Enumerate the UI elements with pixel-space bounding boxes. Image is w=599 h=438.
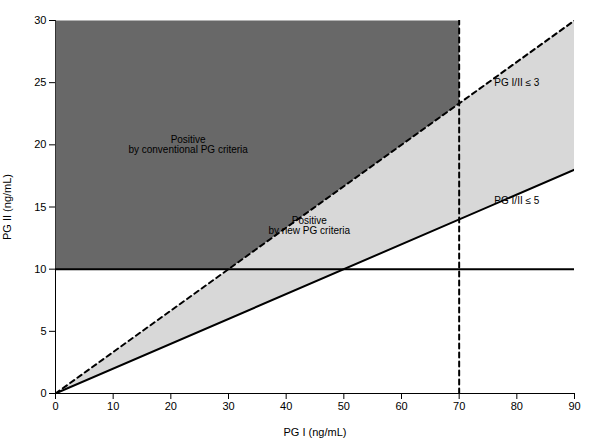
svg-text:30: 30 <box>222 400 234 412</box>
svg-text:15: 15 <box>34 201 46 213</box>
svg-text:Positiveby new PG criteria: Positiveby new PG criteria <box>268 215 350 236</box>
svg-text:5: 5 <box>40 325 46 337</box>
svg-text:90: 90 <box>568 400 580 412</box>
svg-text:0: 0 <box>40 387 46 399</box>
svg-text:10: 10 <box>34 263 46 275</box>
svg-text:PG I/II ≤ 5: PG I/II ≤ 5 <box>494 195 539 206</box>
svg-text:PG II (ng/mL): PG II (ng/mL) <box>1 174 13 240</box>
svg-text:70: 70 <box>453 400 465 412</box>
svg-text:20: 20 <box>34 138 46 150</box>
svg-text:25: 25 <box>34 76 46 88</box>
svg-text:0: 0 <box>52 400 58 412</box>
svg-text:20: 20 <box>165 400 177 412</box>
svg-text:80: 80 <box>511 400 523 412</box>
svg-text:PG I (ng/mL): PG I (ng/mL) <box>284 426 347 438</box>
svg-text:50: 50 <box>338 400 350 412</box>
svg-text:40: 40 <box>280 400 292 412</box>
svg-text:10: 10 <box>107 400 119 412</box>
svg-text:PG I/II ≤ 3: PG I/II ≤ 3 <box>494 77 539 88</box>
svg-text:60: 60 <box>395 400 407 412</box>
svg-text:30: 30 <box>34 14 46 26</box>
svg-text:Positiveby conventional PG cri: Positiveby conventional PG criteria <box>128 134 248 155</box>
